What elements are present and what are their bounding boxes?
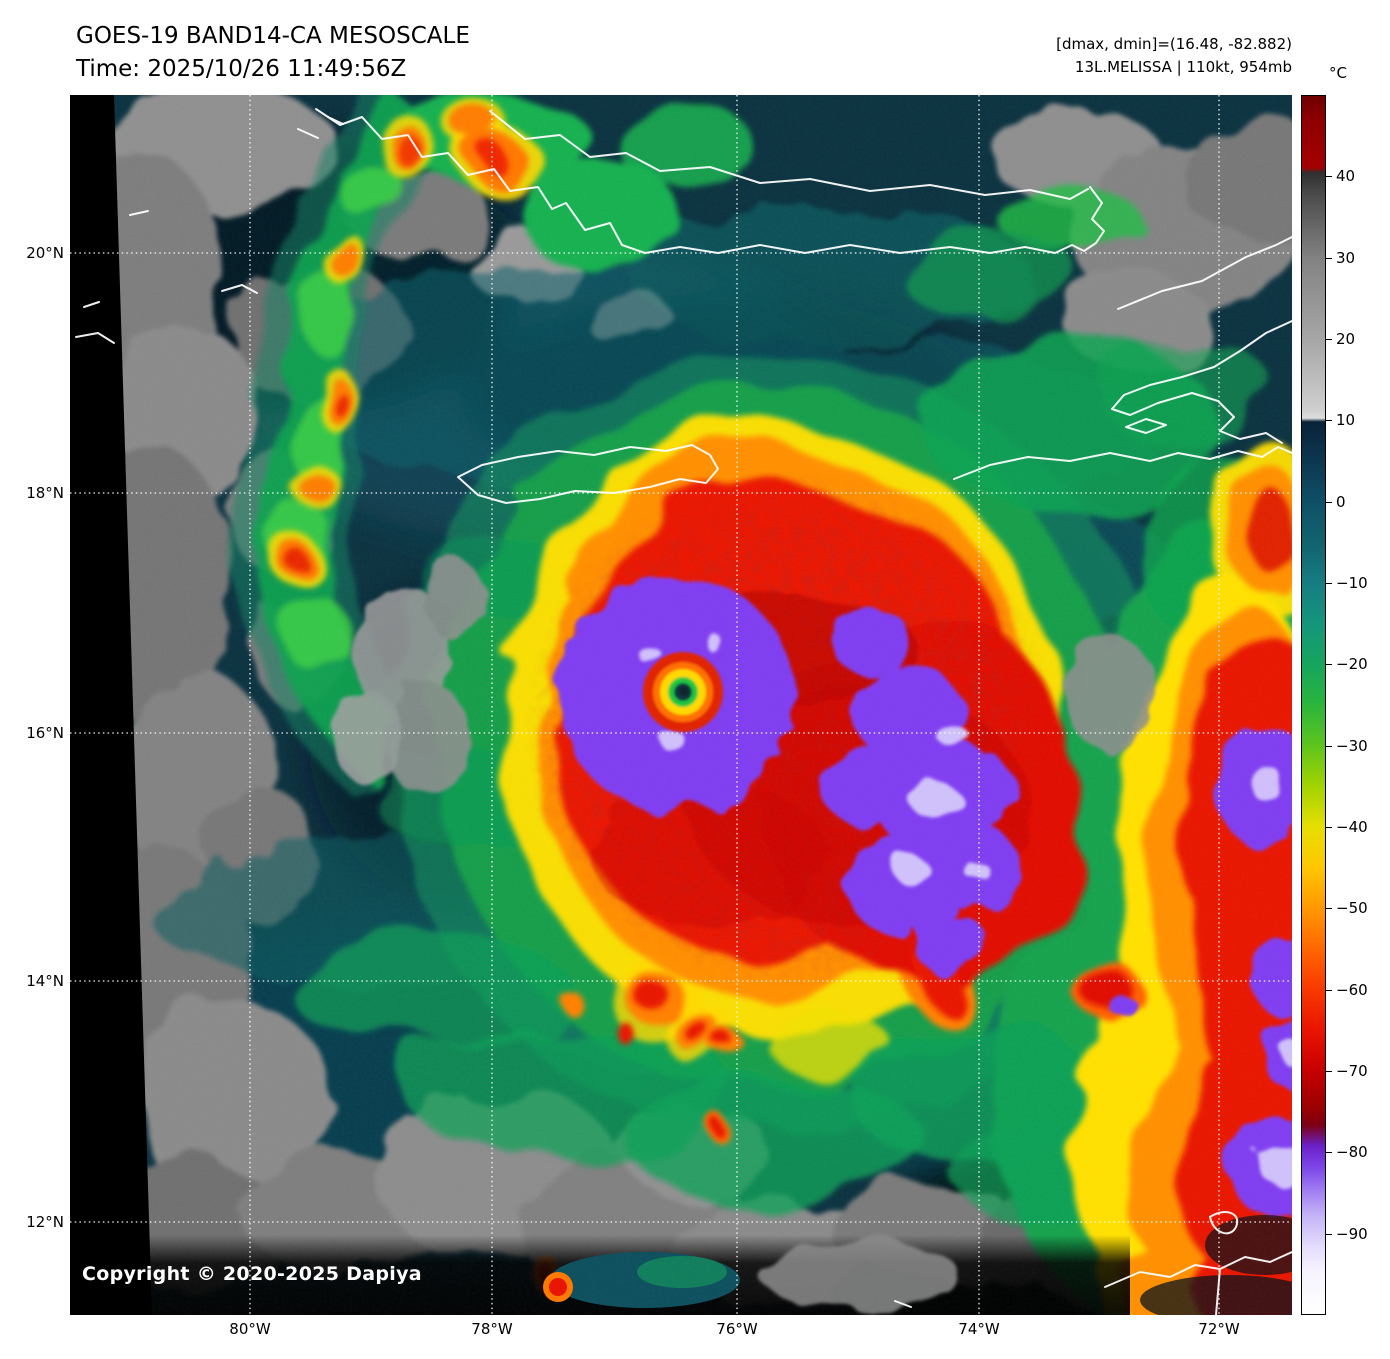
colorbar-tick-label: −50 [1326,899,1368,917]
satellite-map: Copyright © 2020-2025 Dapiya [70,95,1292,1315]
header-left: GOES-19 BAND14-CA MESOSCALE Time: 2025/1… [76,20,470,86]
colorbar-tick-label: −30 [1326,737,1368,755]
storm-info-label: 13L.MELISSA | 110kt, 954mb [1074,58,1292,76]
lon-label: 80°W [229,1320,271,1338]
coastline-cuba-south [315,108,1105,254]
colorbar-tick-label: −10 [1326,574,1368,592]
colorbar-tick-label: 10 [1326,411,1355,429]
coastline-cays [75,116,344,344]
colorbar-unit-label: °C [1329,64,1347,82]
scan-edge-wedge [70,95,152,1315]
colorbar-ticks: 40 30 20 10 0 −10 −20 −30 −40 −50 −60 −70 −80 −90 [1326,95,1386,1315]
grain-overlay [70,95,1292,1315]
coastline-jamaica [457,444,719,504]
colorbar-gradient [1301,95,1326,1315]
graticule [70,95,1292,1315]
lat-label: 16°N [26,724,64,742]
dmax-dmin-label: [dmax, dmin]=(16.48, -82.882) [1056,35,1292,53]
coastlines [75,108,1292,1315]
coastline-cuba-north [489,110,1089,200]
lon-label: 72°W [1198,1320,1240,1338]
colorbar-tick-label: 0 [1326,493,1346,511]
satellite-image [70,95,1292,1315]
colorbar-tick-label: −40 [1326,818,1368,836]
lat-label: 18°N [26,484,64,502]
coastline-hispaniola-claw [1111,320,1292,444]
colorbar-tick-label: 40 [1326,167,1355,185]
lon-label: 78°W [471,1320,513,1338]
colorbar-tick-label: −90 [1326,1225,1368,1243]
coastline-south-america [894,1211,1292,1315]
copyright-label: Copyright © 2020-2025 Dapiya [82,1263,422,1285]
colorbar-tick-label: −20 [1326,655,1368,673]
page-title: GOES-19 BAND14-CA MESOSCALE [76,23,470,49]
timestamp-label: Time: 2025/10/26 11:49:56Z [76,56,407,82]
colorbar-tick-label: −80 [1326,1143,1368,1161]
lat-label: 20°N [26,244,64,262]
coastline-gonave [1125,418,1167,434]
lon-label: 76°W [716,1320,758,1338]
colorbar-tick-label: −70 [1326,1062,1368,1080]
colorbar-tick-label: −60 [1326,981,1368,999]
coastline-hispaniola-south [953,446,1292,480]
header-right: [dmax, dmin]=(16.48, -82.882) 13L.MELISS… [1056,33,1292,79]
colorbar-tick-label: 30 [1326,249,1355,267]
coastline-hispaniola-north [1117,236,1292,310]
lon-label: 74°W [958,1320,1000,1338]
lat-label: 12°N [26,1213,64,1231]
colorbar-tick-label: 20 [1326,330,1355,348]
colorbar: 40 30 20 10 0 −10 −20 −30 −40 −50 −60 −70 −80 −90 [1301,95,1368,1315]
lat-label: 14°N [26,972,64,990]
